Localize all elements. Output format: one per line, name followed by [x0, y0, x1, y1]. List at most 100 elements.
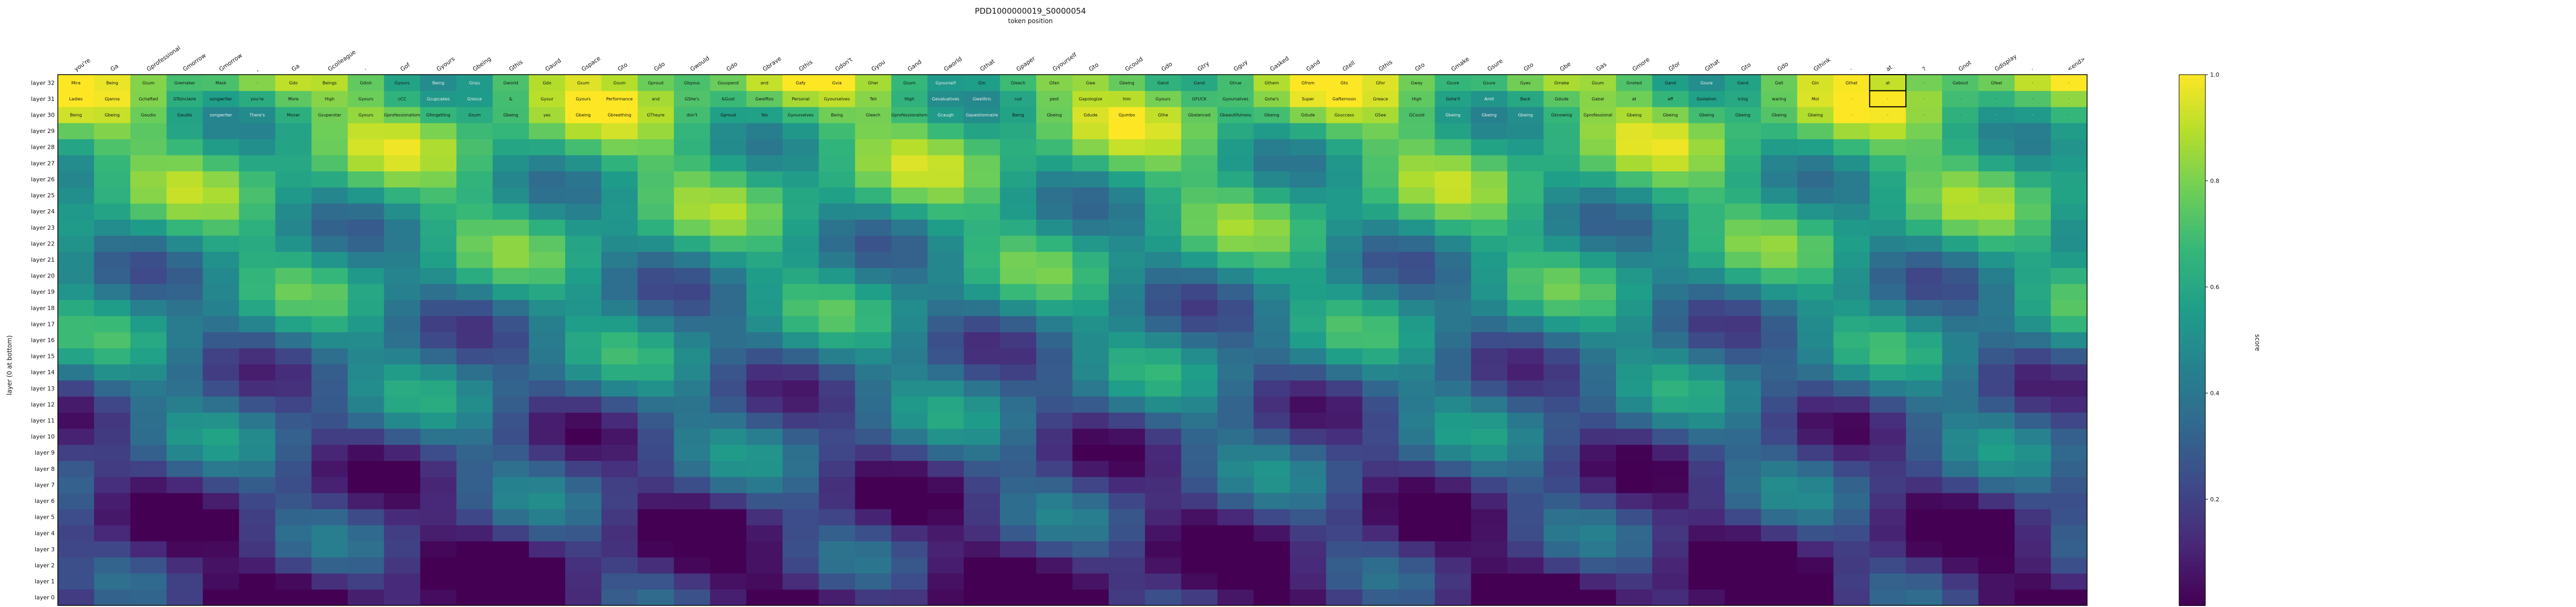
heatmap-cell	[1869, 412, 1906, 429]
heatmap-cell	[1833, 219, 1870, 236]
heatmap-cell	[1181, 396, 1218, 413]
heatmap-cell	[746, 300, 783, 316]
heatmap-cell	[964, 444, 1000, 461]
heatmap-cell	[565, 155, 602, 172]
heatmap-cell	[166, 235, 203, 252]
cell-label: Mira	[71, 80, 80, 85]
heatmap-cell	[2051, 171, 2088, 188]
heatmap-cell	[94, 557, 131, 574]
heatmap-cell	[710, 557, 747, 574]
cell-label: Gyourselves	[824, 97, 850, 101]
heatmap-cell	[58, 477, 95, 493]
heatmap-cell	[1326, 460, 1363, 477]
heatmap-cell	[456, 541, 493, 558]
heatmap-cell	[1543, 268, 1580, 284]
heatmap-cell	[1688, 107, 1725, 124]
heatmap-cell	[637, 332, 674, 348]
y-tick-label: layer 16	[31, 337, 55, 344]
heatmap-cell	[782, 268, 819, 284]
heatmap-cell	[1978, 203, 2015, 220]
heatmap-cell	[1978, 348, 2015, 365]
heatmap-cell	[1833, 589, 1870, 606]
heatmap-cell	[1398, 235, 1435, 252]
heatmap-cell	[1144, 348, 1182, 365]
colorbar-segment	[2179, 534, 2205, 540]
heatmap-cell	[1724, 380, 1762, 397]
cell-label: Gwe	[1086, 80, 1096, 85]
heatmap-cell	[1797, 122, 1834, 139]
colorbar-segment	[2179, 326, 2205, 332]
colorbar-segment	[2179, 185, 2205, 190]
heatmap-cell	[420, 460, 457, 477]
heatmap-cell	[311, 541, 348, 558]
heatmap-cell	[1978, 477, 2015, 493]
heatmap-cell	[1253, 187, 1291, 204]
heatmap-cell	[384, 396, 421, 413]
heatmap-cell	[166, 524, 203, 542]
heatmap-cell	[347, 90, 384, 107]
heatmap-cell	[1108, 251, 1146, 268]
heatmap-cell	[2051, 412, 2088, 429]
heatmap-cell	[275, 90, 312, 107]
heatmap-cell	[1507, 283, 1544, 300]
heatmap-cell	[1543, 524, 1580, 542]
heatmap-cell	[1724, 187, 1762, 204]
heatmap-cell	[1290, 75, 1326, 91]
cell-label: Gevaluatives	[932, 97, 959, 101]
heatmap-cell	[601, 300, 638, 316]
heatmap-cell	[1942, 524, 1979, 542]
x-tick-label: Gtell	[1341, 59, 1356, 73]
cell-label: Gyourselves	[788, 113, 813, 118]
heatmap-cell	[1869, 300, 1906, 316]
heatmap-cell	[855, 444, 892, 461]
heatmap-cell	[1290, 122, 1326, 139]
heatmap-cell	[1000, 509, 1037, 526]
heatmap-cell	[347, 139, 384, 156]
cell-label: Gyours	[359, 97, 373, 101]
cell-label: Gfrom	[1302, 80, 1315, 85]
heatmap-cell	[1724, 268, 1762, 284]
heatmap-cell	[1580, 541, 1617, 558]
heatmap-cell	[1072, 348, 1109, 365]
heatmap-cell	[1942, 460, 1979, 477]
heatmap-cell	[2015, 412, 2051, 429]
heatmap-cell	[420, 283, 457, 300]
heatmap-cell	[1290, 364, 1326, 381]
heatmap-cell	[891, 412, 928, 429]
heatmap-cell	[601, 573, 638, 590]
heatmap-cell	[130, 171, 167, 188]
heatmap-cell	[311, 589, 348, 606]
heatmap-cell	[1507, 90, 1544, 107]
heatmap-cell	[1072, 524, 1109, 542]
heatmap-cell	[94, 235, 131, 252]
heatmap-cell	[891, 492, 928, 509]
heatmap-cell	[746, 509, 783, 526]
heatmap-cell	[239, 444, 276, 461]
heatmap-cell	[855, 171, 892, 188]
heatmap-cell	[565, 122, 602, 139]
heatmap-cell	[130, 122, 167, 139]
heatmap-cell	[782, 107, 819, 124]
heatmap-cell	[1471, 332, 1508, 348]
heatmap-cell	[601, 428, 638, 445]
heatmap-cell	[1543, 348, 1580, 365]
cell-label: ·	[1996, 97, 1997, 101]
heatmap-cell	[1869, 235, 1906, 252]
cell-label: Gbeing	[1445, 113, 1460, 118]
cell-label: waring	[1772, 97, 1786, 101]
heatmap-cell	[2051, 75, 2088, 91]
heatmap-cell	[1144, 316, 1182, 333]
cell-label: Gknowing	[1551, 113, 1572, 118]
heatmap-cell	[746, 316, 783, 333]
heatmap-cell	[746, 187, 783, 204]
heatmap-cell	[1797, 90, 1834, 107]
heatmap-cell	[275, 524, 312, 542]
heatmap-cell	[1253, 235, 1291, 252]
heatmap-cell	[275, 332, 312, 348]
cell-label: Gwelftos	[755, 97, 774, 101]
heatmap-cell	[1326, 187, 1363, 204]
heatmap-cell	[275, 348, 312, 365]
heatmap-cell	[1217, 477, 1254, 493]
colorbar-segment	[2179, 415, 2205, 420]
heatmap-cell	[420, 90, 457, 107]
